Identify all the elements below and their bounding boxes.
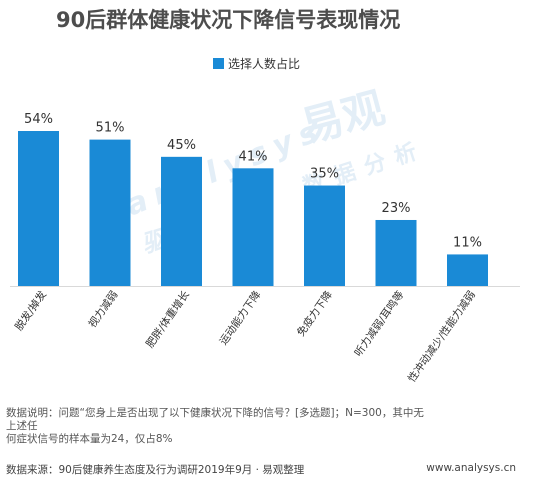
- data-label: 23%: [382, 201, 411, 216]
- data-label: 11%: [453, 235, 482, 250]
- bar: [232, 168, 274, 286]
- legend: 选择人数占比: [213, 56, 301, 71]
- data-notes: 数据说明：问题“您身上是否出现了以下健康状况下降的信号？[多选题]；N=300，…: [6, 407, 426, 446]
- bar: [375, 219, 417, 286]
- footer-source: 数据来源：90后健康养生态度及行为调研2019年9月 · 易观整理: [6, 464, 305, 476]
- category-label: 视力减弱: [86, 288, 121, 330]
- data-label: 54%: [24, 112, 53, 127]
- footer-url[interactable]: www.analysys.cn: [426, 462, 516, 474]
- data-notes-line-2: 何症状信号的样本量为24，仅占8%: [6, 433, 173, 445]
- category-label: 肥胖/体重增长: [143, 288, 192, 350]
- data-label: 45%: [167, 138, 196, 153]
- legend-label: 选择人数占比: [228, 56, 301, 71]
- bar: [89, 139, 131, 286]
- data-label: 35%: [310, 167, 339, 182]
- data-notes-line-1: 数据说明：问题“您身上是否出现了以下健康状况下降的信号？[多选题]；N=300，…: [6, 407, 424, 432]
- data-label: 51%: [96, 121, 125, 136]
- category-label: 免疫力下降: [294, 288, 335, 339]
- bar: [447, 254, 488, 286]
- bar: [161, 156, 202, 286]
- bar: [18, 131, 59, 286]
- category-label: 性冲动减少/性能力减弱: [405, 288, 478, 384]
- bar-chart: 54% 脱发/掉发 51% 视力减弱 45% 肥胖/体重增长 41% 运动能力下降 35% 免疫力…: [10, 112, 520, 385]
- category-label: 听力减弱/耳鸣等: [352, 288, 407, 359]
- category-label: 运动能力下降: [217, 288, 264, 347]
- bar: [304, 185, 345, 286]
- data-label: 41%: [239, 149, 268, 164]
- legend-swatch: [213, 57, 224, 69]
- chart-title: 90后群体健康状况下降信号表现情况: [56, 8, 401, 32]
- category-label: 脱发/掉发: [12, 288, 49, 333]
